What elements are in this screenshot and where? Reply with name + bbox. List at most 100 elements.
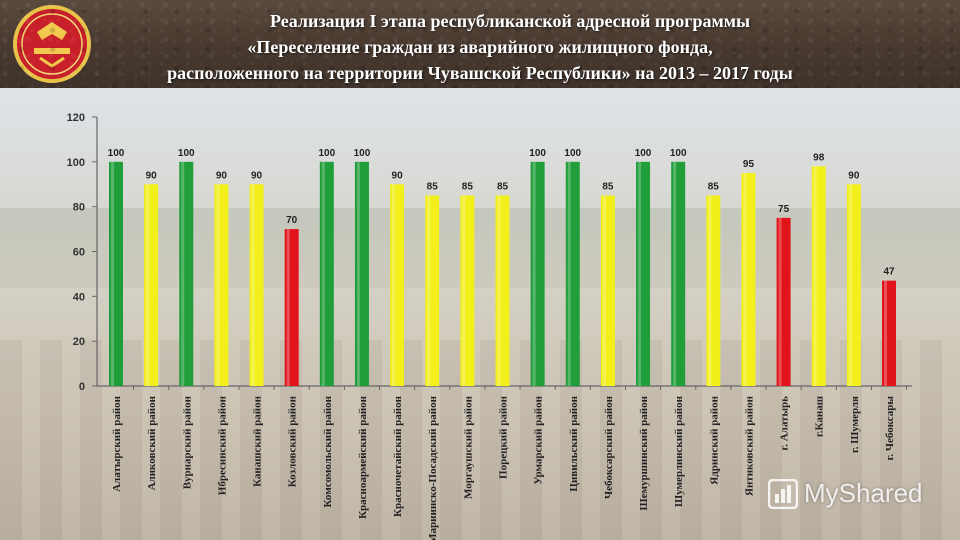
data-label: 100 <box>108 148 125 159</box>
data-label: 95 <box>743 159 755 170</box>
data-label: 85 <box>497 181 509 192</box>
data-label: 47 <box>883 267 895 278</box>
category-label: Комсомольский район <box>322 395 334 507</box>
y-tick-label: 20 <box>73 336 85 348</box>
data-label: 100 <box>354 148 371 159</box>
category-label: Ибресинский район <box>216 395 228 495</box>
bar <box>776 217 791 386</box>
bar <box>495 195 510 386</box>
bar <box>882 280 896 386</box>
category-label: Алатырский район <box>111 395 123 492</box>
data-label: 100 <box>178 148 195 159</box>
bar <box>460 195 475 386</box>
category-label: Моргаушский район <box>462 395 474 499</box>
bar-highlight <box>638 161 642 386</box>
y-tick-label: 80 <box>73 202 85 214</box>
y-tick-label: 60 <box>73 247 85 259</box>
category-label: Урмарский район <box>533 395 545 484</box>
title-line-3: расположенного на территории Чувашской Р… <box>167 63 793 83</box>
y-axis: 0 20 40 60 80 100 120 <box>67 112 912 393</box>
data-label: 100 <box>529 148 546 159</box>
category-label: г. Чебоксары <box>884 396 896 461</box>
y-tick-label: 0 <box>79 381 85 393</box>
data-label: 70 <box>286 215 298 226</box>
bar-highlight <box>181 161 185 386</box>
title-line-1: Реализация I этапа республиканской адрес… <box>269 11 751 31</box>
bar-highlight <box>111 161 114 386</box>
category-label: Козловский район <box>287 395 299 487</box>
bar-highlight <box>778 217 782 386</box>
category-label: Канашский район <box>252 395 264 487</box>
data-label: 90 <box>216 170 228 181</box>
bar-highlight <box>427 195 431 386</box>
bar <box>214 184 229 386</box>
y-tick-label: 120 <box>67 112 85 124</box>
bar-highlight <box>673 161 677 386</box>
bar-highlight <box>286 229 290 386</box>
bar <box>425 195 440 386</box>
category-label: г. Шумерля <box>849 396 861 453</box>
bar <box>671 161 686 386</box>
bar <box>811 166 826 386</box>
category-label: Янтиковский район <box>743 395 755 496</box>
header-banner: Реализация I этапа республиканской адрес… <box>0 0 960 88</box>
bar-highlight <box>216 184 220 386</box>
bar-highlight <box>884 280 887 386</box>
bar <box>109 161 123 386</box>
bar-highlight <box>848 184 852 386</box>
data-label: 100 <box>564 148 581 159</box>
bar <box>179 161 194 386</box>
category-label: Цивильский район <box>568 395 580 491</box>
bar-highlight <box>497 195 501 386</box>
bar-highlight <box>356 161 360 386</box>
bar <box>354 161 369 386</box>
bar-highlight <box>708 195 712 386</box>
data-label: 85 <box>708 181 720 192</box>
bar-highlight <box>392 184 396 386</box>
bar <box>530 161 545 386</box>
data-label: 75 <box>778 204 790 215</box>
page-title: Реализация I этапа республиканской адрес… <box>0 8 960 86</box>
bar <box>284 229 299 386</box>
bar-highlight <box>602 195 606 386</box>
bar <box>144 184 159 386</box>
data-label: 100 <box>670 148 687 159</box>
bar-highlight <box>146 184 150 386</box>
data-label: 90 <box>146 170 158 181</box>
category-label: Ядринский район <box>708 395 720 484</box>
bar <box>741 173 756 386</box>
watermark-text: MyShared <box>804 478 923 508</box>
bar-chart: 0 20 40 60 80 100 120 100 Алатырский район 90 Али… <box>67 112 912 540</box>
category-label: Красночетайский район <box>392 395 404 517</box>
category-label: г.Канаш <box>814 396 826 437</box>
bar-highlight <box>813 166 817 386</box>
data-label: 85 <box>602 181 614 192</box>
bar <box>249 184 264 386</box>
bar <box>706 195 721 386</box>
category-label: Аликовский район <box>146 395 158 490</box>
data-label: 100 <box>635 148 652 159</box>
data-label: 85 <box>427 181 439 192</box>
category-label: Порецкий район <box>498 395 510 479</box>
data-label: 90 <box>251 170 263 181</box>
bar <box>600 195 615 386</box>
category-label: Красноармейский район <box>357 395 369 519</box>
bar <box>565 161 580 386</box>
bar <box>636 161 651 386</box>
watermark: MyShared <box>768 478 923 509</box>
bar-highlight <box>321 161 325 386</box>
data-label: 98 <box>813 152 825 163</box>
bar-highlight <box>743 173 747 386</box>
bars: 100 Алатырский район 90 Аликовский район 100… <box>108 148 908 540</box>
title-line-2: «Переселение граждан из аварийного жилищ… <box>247 37 713 57</box>
category-label: г. Алатырь <box>779 396 791 451</box>
y-tick-label: 100 <box>67 157 85 169</box>
bar <box>390 184 405 386</box>
category-label: Мариинско-Посадский район <box>427 395 439 540</box>
bar-highlight <box>567 161 571 386</box>
mybar-chart-icon <box>768 478 798 509</box>
category-label: Чебоксарский район <box>603 395 615 499</box>
bar-highlight <box>532 161 536 386</box>
data-label: 100 <box>318 148 335 159</box>
data-label: 85 <box>462 181 474 192</box>
